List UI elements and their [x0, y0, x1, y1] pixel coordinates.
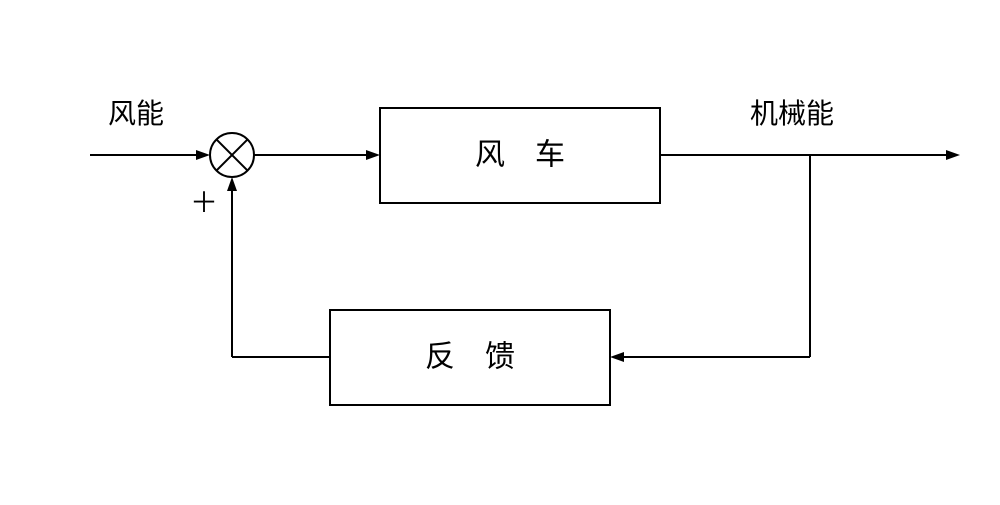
block-diagram: 风能 ＋ 风 车 机械能 反 馈	[0, 0, 1000, 505]
output-label: 机械能	[750, 98, 834, 130]
input-label: 风能	[108, 98, 164, 130]
feedback-label: 反 馈	[425, 340, 515, 373]
feedback-up-arrow	[227, 177, 237, 357]
sj-to-windmill-arrow	[254, 150, 380, 160]
input-arrow	[90, 150, 210, 160]
plus-label: ＋	[190, 188, 218, 219]
summing-junction	[210, 133, 254, 177]
windmill-label: 风 车	[475, 138, 565, 171]
feedback-into-block-arrow	[610, 352, 810, 362]
